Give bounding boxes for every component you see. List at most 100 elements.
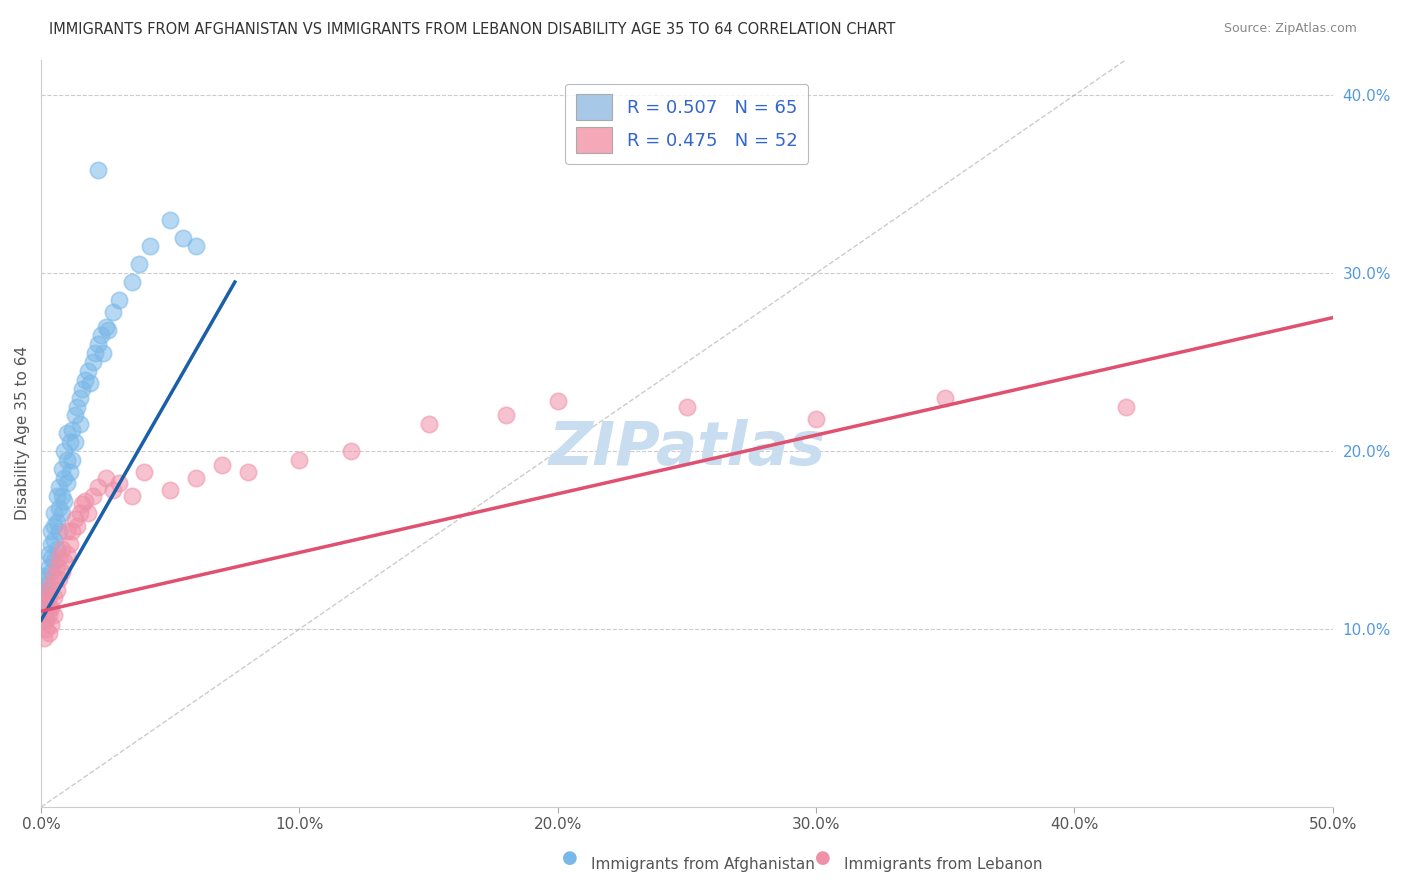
Point: [69, 507, 91, 521]
Point: [56, 547, 79, 561]
Point: [63, 435, 86, 450]
Point: [51, 541, 73, 556]
Point: [53, 471, 76, 485]
Point: [48, 524, 70, 538]
Point: [32, 613, 55, 627]
Point: [63, 409, 86, 423]
Point: [72, 498, 94, 512]
Point: [51, 565, 73, 579]
Point: [87, 163, 110, 178]
Point: [35, 607, 58, 622]
Point: [48, 501, 70, 516]
Point: [41, 536, 63, 550]
Point: [42, 607, 65, 622]
Point: [138, 239, 160, 253]
Text: Source: ZipAtlas.com: Source: ZipAtlas.com: [1223, 22, 1357, 36]
Point: [58, 536, 80, 550]
Point: [82, 355, 104, 369]
Point: [934, 391, 956, 405]
Point: [35, 613, 58, 627]
Point: [42, 554, 65, 568]
Point: [42, 568, 65, 582]
Point: [32, 586, 55, 600]
Point: [69, 391, 91, 405]
Point: [1115, 400, 1137, 414]
Point: [48, 480, 70, 494]
Point: [236, 466, 259, 480]
Point: [38, 547, 60, 561]
Point: [103, 305, 125, 319]
Point: [42, 533, 65, 547]
Point: [84, 346, 107, 360]
Point: [35, 595, 58, 609]
Point: [35, 622, 58, 636]
Point: [45, 489, 67, 503]
Point: [56, 524, 79, 538]
Point: [32, 604, 55, 618]
Point: [804, 412, 827, 426]
Point: [38, 582, 60, 597]
Point: [48, 550, 70, 565]
Point: [288, 453, 311, 467]
Point: [87, 480, 110, 494]
Point: [32, 604, 55, 618]
Point: [60, 453, 83, 467]
Point: [495, 409, 517, 423]
Point: [41, 577, 63, 591]
Point: [53, 554, 76, 568]
Point: [41, 618, 63, 632]
Point: [63, 512, 86, 526]
Point: [56, 476, 79, 491]
Point: [45, 559, 67, 574]
Point: [53, 494, 76, 508]
Point: [60, 524, 83, 538]
Point: [73, 494, 96, 508]
Point: [51, 489, 73, 503]
Point: [42, 507, 65, 521]
Text: ●: ●: [561, 849, 578, 867]
Point: [87, 337, 110, 351]
Point: [76, 364, 98, 378]
Point: [32, 631, 55, 645]
Point: [91, 346, 114, 360]
Point: [45, 515, 67, 529]
Point: [134, 466, 156, 480]
Point: [41, 600, 63, 615]
Point: [89, 328, 111, 343]
Point: [121, 275, 143, 289]
Point: [72, 382, 94, 396]
Point: [35, 590, 58, 604]
Point: [41, 524, 63, 538]
Point: [73, 373, 96, 387]
Point: [103, 483, 125, 498]
Text: IMMIGRANTS FROM AFGHANISTAN VS IMMIGRANTS FROM LEBANON DISABILITY AGE 35 TO 64 C: IMMIGRANTS FROM AFGHANISTAN VS IMMIGRANT…: [49, 22, 896, 37]
Point: [38, 625, 60, 640]
Point: [38, 607, 60, 622]
Point: [35, 595, 58, 609]
Point: [69, 417, 91, 432]
Point: [32, 586, 55, 600]
Point: [184, 239, 207, 253]
Point: [159, 212, 181, 227]
Point: [79, 376, 101, 391]
Text: Immigrants from Afghanistan: Immigrants from Afghanistan: [591, 857, 814, 872]
Point: [56, 453, 79, 467]
Point: [58, 435, 80, 450]
Point: [418, 417, 440, 432]
Text: Immigrants from Lebanon: Immigrants from Lebanon: [844, 857, 1042, 872]
Point: [76, 507, 98, 521]
Point: [82, 489, 104, 503]
Point: [45, 541, 67, 556]
Point: [184, 471, 207, 485]
Point: [121, 489, 143, 503]
Point: [97, 323, 120, 337]
Point: [66, 400, 89, 414]
Point: [38, 600, 60, 615]
Legend: R = 0.507   N = 65, R = 0.475   N = 52: R = 0.507 N = 65, R = 0.475 N = 52: [565, 84, 808, 163]
Point: [51, 507, 73, 521]
Point: [35, 572, 58, 586]
Point: [107, 476, 129, 491]
Point: [340, 444, 363, 458]
Point: [51, 462, 73, 476]
Point: [45, 582, 67, 597]
